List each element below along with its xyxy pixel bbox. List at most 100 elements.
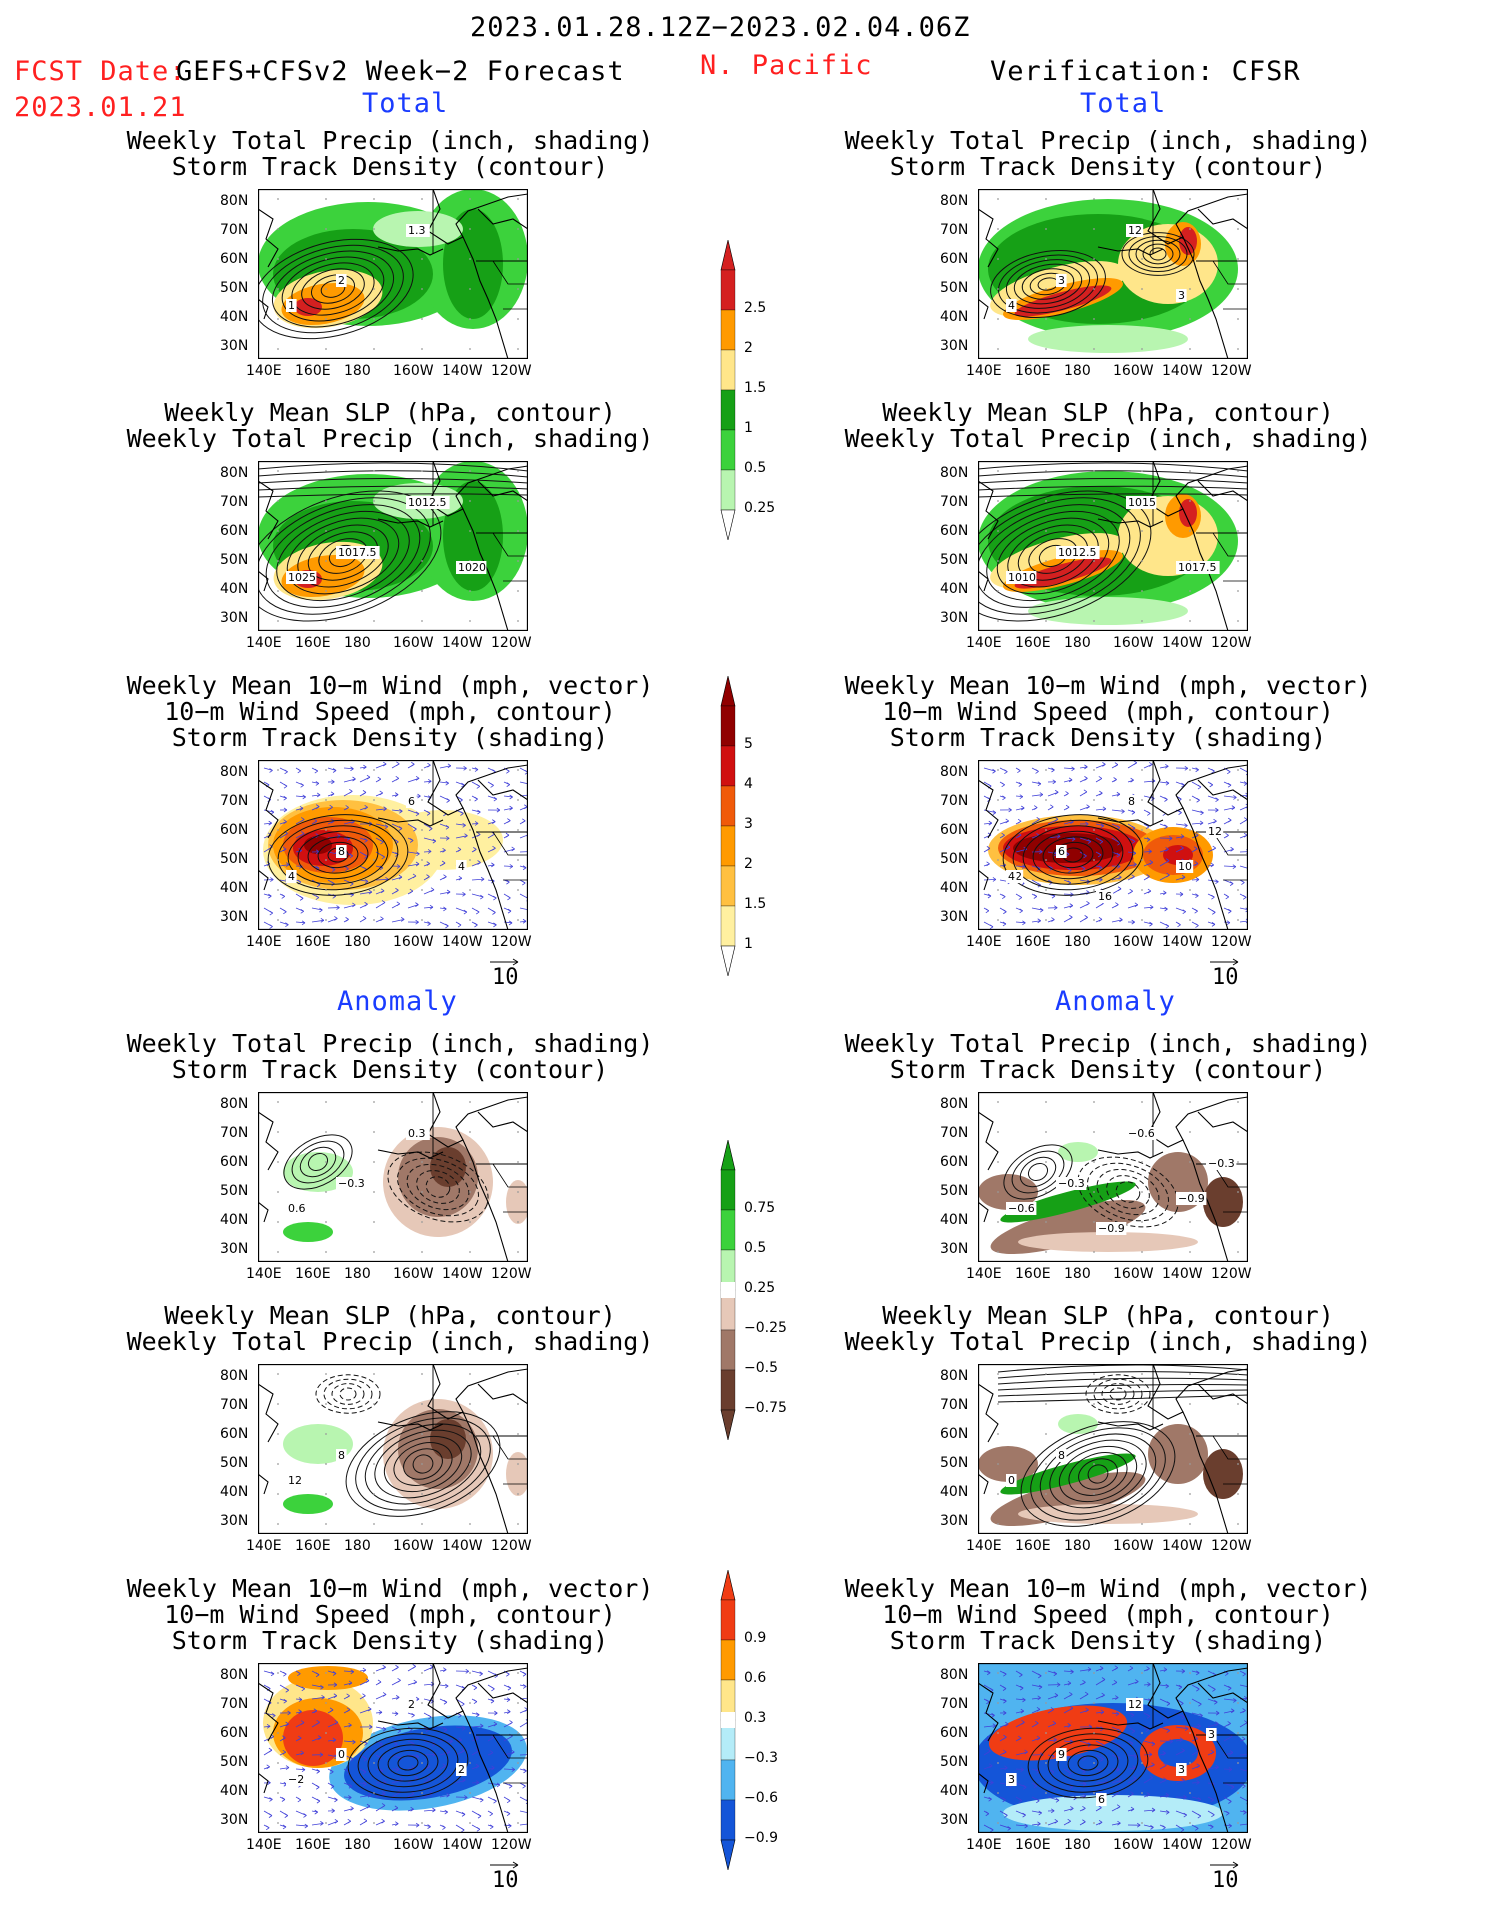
slp-contour xyxy=(258,493,528,498)
grid-dot xyxy=(469,1702,471,1704)
panel-title-verification-3-0: Weekly Total Precip (inch, shading) xyxy=(844,1029,1372,1058)
slp-anom-contour xyxy=(1068,1452,1128,1496)
wind-vector-head xyxy=(1052,779,1056,785)
contour-label: 3 xyxy=(1056,274,1067,287)
wind-vector-head xyxy=(297,768,301,774)
grid-dot xyxy=(373,829,375,831)
colorbar-cap-bottom xyxy=(720,945,736,976)
wind-vector-head xyxy=(427,921,431,926)
wind-anom-contour xyxy=(347,1727,469,1799)
wind-anom-contour xyxy=(377,1744,439,1782)
wind-vector-head xyxy=(1003,1671,1007,1677)
slp-anom-contour xyxy=(1085,1374,1151,1414)
storm-track-contour xyxy=(1005,259,1091,309)
grid-dot xyxy=(1141,1191,1143,1193)
grid-dot xyxy=(277,1131,279,1133)
slp-anom-contour xyxy=(1020,1421,1176,1527)
wind-vector xyxy=(1063,1740,1074,1743)
slp-contour xyxy=(978,493,1248,498)
contour-label: 1015 xyxy=(1126,496,1157,509)
wind-vector-head xyxy=(989,924,994,930)
colorbar-label-storm_total-1: 4 xyxy=(744,776,753,792)
wind-vector xyxy=(471,809,481,813)
grid-dot xyxy=(325,1131,327,1133)
lat-tick-40N: 40N xyxy=(940,1212,969,1228)
wind-vector xyxy=(295,807,304,811)
map-frame xyxy=(978,1663,1248,1833)
wind-vector xyxy=(375,1726,387,1730)
wind-vector xyxy=(343,904,356,909)
wind-vector-head xyxy=(362,1693,366,1699)
panel-title-verification-1-0: Weekly Mean SLP (hPa, contour) xyxy=(882,398,1334,427)
wind-vector-head xyxy=(1129,1665,1134,1671)
wind-vector-head xyxy=(1067,868,1072,873)
wind-vector-head xyxy=(381,1818,385,1824)
grid-dot xyxy=(1141,1732,1143,1734)
slp-anom-contour xyxy=(997,1371,1248,1379)
map-forecast-0: 121.3 xyxy=(258,189,528,359)
wind-vector-head xyxy=(380,888,385,894)
lon-tick-180: 180 xyxy=(1064,934,1091,950)
coastline xyxy=(1175,764,1248,809)
grid-dot xyxy=(1237,1403,1239,1405)
slp-anom-contour xyxy=(1101,1383,1135,1405)
wind-vector-head xyxy=(475,1763,480,1769)
grid-dot xyxy=(997,1762,999,1764)
wind-vector-head xyxy=(1211,894,1215,900)
grid-dot xyxy=(373,620,375,622)
grid-dot xyxy=(469,228,471,230)
wind-vector-head xyxy=(1018,782,1023,787)
wind-vector-head xyxy=(1165,1809,1170,1815)
lat-tick-70N: 70N xyxy=(940,1397,969,1413)
lon-tick-160E: 160E xyxy=(1015,1837,1051,1853)
lon-tick-140W: 140W xyxy=(442,1538,483,1554)
wind-vector-head xyxy=(1114,1665,1119,1670)
svg-text:−0.9: −0.9 xyxy=(1098,1222,1125,1235)
map-frame xyxy=(258,189,528,359)
wind-vector-head xyxy=(1135,1679,1139,1684)
wind-vector xyxy=(375,1711,383,1714)
wind-vector-head xyxy=(444,1809,448,1815)
coastline xyxy=(1197,1111,1248,1133)
wind-vector-head xyxy=(506,1811,511,1817)
grid-dot xyxy=(325,1403,327,1405)
storm-track-contour xyxy=(271,250,395,328)
map-frame xyxy=(258,1364,528,1534)
slp-contour xyxy=(1017,531,1089,581)
wind-vector-head xyxy=(381,1803,386,1808)
wind-anom-contour xyxy=(357,1733,459,1793)
colorbar-label-precip_total-4: 0.5 xyxy=(744,460,767,476)
wind-vector-head xyxy=(1197,1723,1201,1729)
lon-tick-160W: 160W xyxy=(393,635,434,651)
lat-tick-50N: 50N xyxy=(220,1183,249,1199)
grid-dot xyxy=(469,1792,471,1794)
grid-dot xyxy=(517,1373,519,1375)
wind-vector-head xyxy=(1100,1756,1104,1762)
grid-dot xyxy=(1045,288,1047,290)
wind-vector-head xyxy=(473,1685,478,1691)
grid-dot xyxy=(997,799,999,801)
border-line xyxy=(1212,831,1248,881)
slp-contour xyxy=(978,462,1248,472)
svg-text:3: 3 xyxy=(1008,1773,1015,1786)
coastline xyxy=(258,1201,269,1223)
grid-dot xyxy=(373,228,375,230)
wind-vector-head xyxy=(362,1667,367,1673)
grid-dot xyxy=(373,470,375,472)
wind-vector-head xyxy=(1194,908,1198,914)
grid-dot xyxy=(1093,620,1095,622)
grid-dot xyxy=(1189,1251,1191,1253)
wind-vector-head xyxy=(332,1671,337,1676)
wind-vector-head xyxy=(329,804,333,810)
wind-vector-head xyxy=(426,811,431,816)
wind-vector xyxy=(343,1724,352,1728)
grid-dot xyxy=(469,1373,471,1375)
wind-vector-head xyxy=(1065,804,1070,810)
slp-contour xyxy=(978,497,1141,615)
wind-vector-head xyxy=(443,1727,448,1732)
lon-tick-140W: 140W xyxy=(1162,363,1203,379)
grid-dot xyxy=(1093,500,1095,502)
grid-dot xyxy=(1189,348,1191,350)
wind-vector xyxy=(1031,781,1041,785)
grid-dot xyxy=(325,198,327,200)
